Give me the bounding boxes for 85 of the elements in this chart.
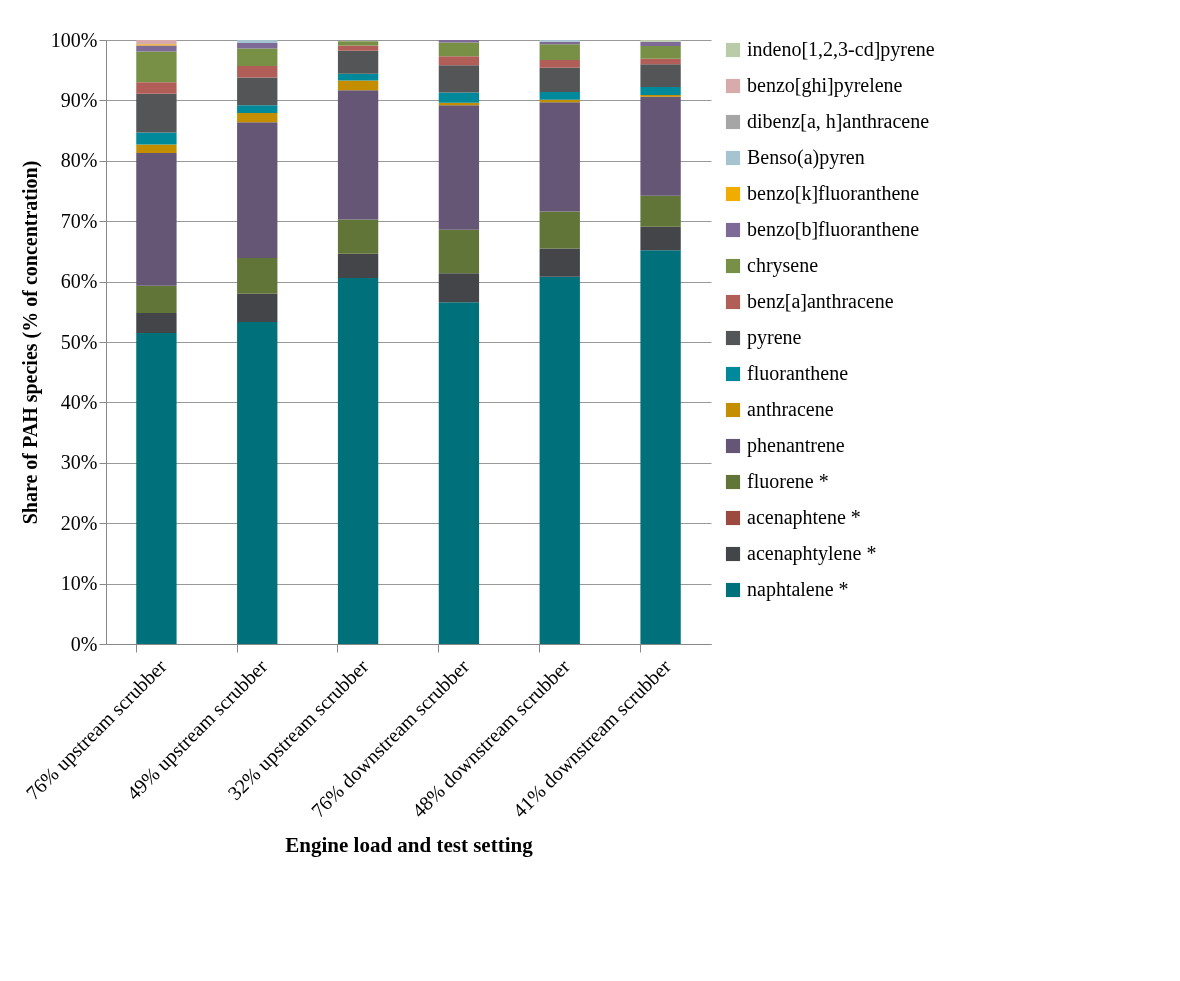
bar <box>337 277 379 644</box>
bar <box>337 41 379 46</box>
bar <box>640 41 681 47</box>
y-tick-label: 60% <box>60 270 98 293</box>
bar <box>237 48 278 66</box>
bar <box>438 56 480 66</box>
y-tick-label: 20% <box>60 511 98 534</box>
bar <box>539 276 580 644</box>
legend-label: benz[a]anthracene <box>747 290 894 312</box>
bar <box>136 45 177 52</box>
legend-label: anthracene <box>747 398 834 420</box>
bar <box>136 332 177 644</box>
bar <box>438 105 480 230</box>
y-axis-title: Share of PAH species (% of concentration) <box>18 160 42 525</box>
bar <box>136 51 177 83</box>
bar <box>640 195 681 227</box>
bar <box>337 90 379 220</box>
legend-label: phenantrene <box>747 434 845 457</box>
x-axis-title: Engine load and test setting <box>285 833 534 858</box>
bar <box>237 258 278 294</box>
bar <box>539 102 580 212</box>
bar <box>337 73 379 81</box>
y-tick-label: 80% <box>60 149 98 172</box>
bar <box>337 50 379 74</box>
bar <box>337 80 379 91</box>
bar <box>438 302 480 644</box>
bar <box>237 293 278 323</box>
bar <box>237 40 278 44</box>
bar <box>136 93 177 133</box>
bar <box>438 229 480 274</box>
legend-label: fluoranthene <box>747 362 849 384</box>
bar <box>438 65 480 93</box>
y-tick-label: 50% <box>60 330 98 353</box>
bar <box>539 91 580 100</box>
y-tick-label: 10% <box>60 572 98 595</box>
legend-label: benzo[ghi]pyrelene <box>747 74 903 97</box>
bar <box>438 273 480 303</box>
bar <box>136 285 177 314</box>
bar <box>136 313 177 333</box>
legend-label: benzo[b]fluoranthene <box>747 218 920 240</box>
bar <box>136 132 177 145</box>
y-tick-label: 90% <box>60 88 98 111</box>
legend-label: acenaphtene * <box>747 506 861 529</box>
legend-label: benzo[k]fluoranthene <box>747 182 920 204</box>
bar <box>539 44 580 60</box>
bar <box>640 96 681 196</box>
bar <box>237 77 278 106</box>
legend-label: naphtalene * <box>747 578 849 601</box>
bar <box>539 59 580 68</box>
bar <box>237 122 278 259</box>
legend-label: dibenz[a, h]anthracene <box>747 110 930 132</box>
bar <box>640 250 681 644</box>
legend-label: fluorene * <box>747 470 829 492</box>
y-tick-label: 100% <box>50 28 98 51</box>
bar <box>539 248 580 277</box>
bar <box>237 43 278 49</box>
bar <box>539 211 580 249</box>
legend-label: indeno[1,2,3-cd]pyrene <box>747 38 935 61</box>
bar <box>640 64 681 88</box>
y-tick-label: 40% <box>60 390 98 413</box>
bar <box>237 322 278 644</box>
bar <box>337 45 379 51</box>
legend-label: pyrene <box>747 326 802 349</box>
bar <box>136 40 177 45</box>
bar <box>237 65 278 78</box>
bar <box>640 87 681 95</box>
bar <box>237 113 278 123</box>
y-tick-label: 70% <box>60 209 98 232</box>
y-tick-label: 0% <box>70 632 98 655</box>
bar <box>640 58 681 65</box>
legend-label: chrysene <box>747 254 819 277</box>
bar <box>136 82 177 94</box>
bar <box>337 253 379 278</box>
y-tick-label: 30% <box>60 451 98 474</box>
bar <box>438 42 480 57</box>
bar <box>237 105 278 114</box>
bar <box>640 46 681 59</box>
bar <box>438 92 480 103</box>
legend-label: acenaphtylene * <box>747 542 877 565</box>
legend-label: Benso(a)pyren <box>747 146 865 169</box>
bar <box>539 67 580 92</box>
bar <box>337 219 379 254</box>
bar <box>640 226 681 251</box>
bar <box>136 152 177 286</box>
bar <box>136 144 177 153</box>
